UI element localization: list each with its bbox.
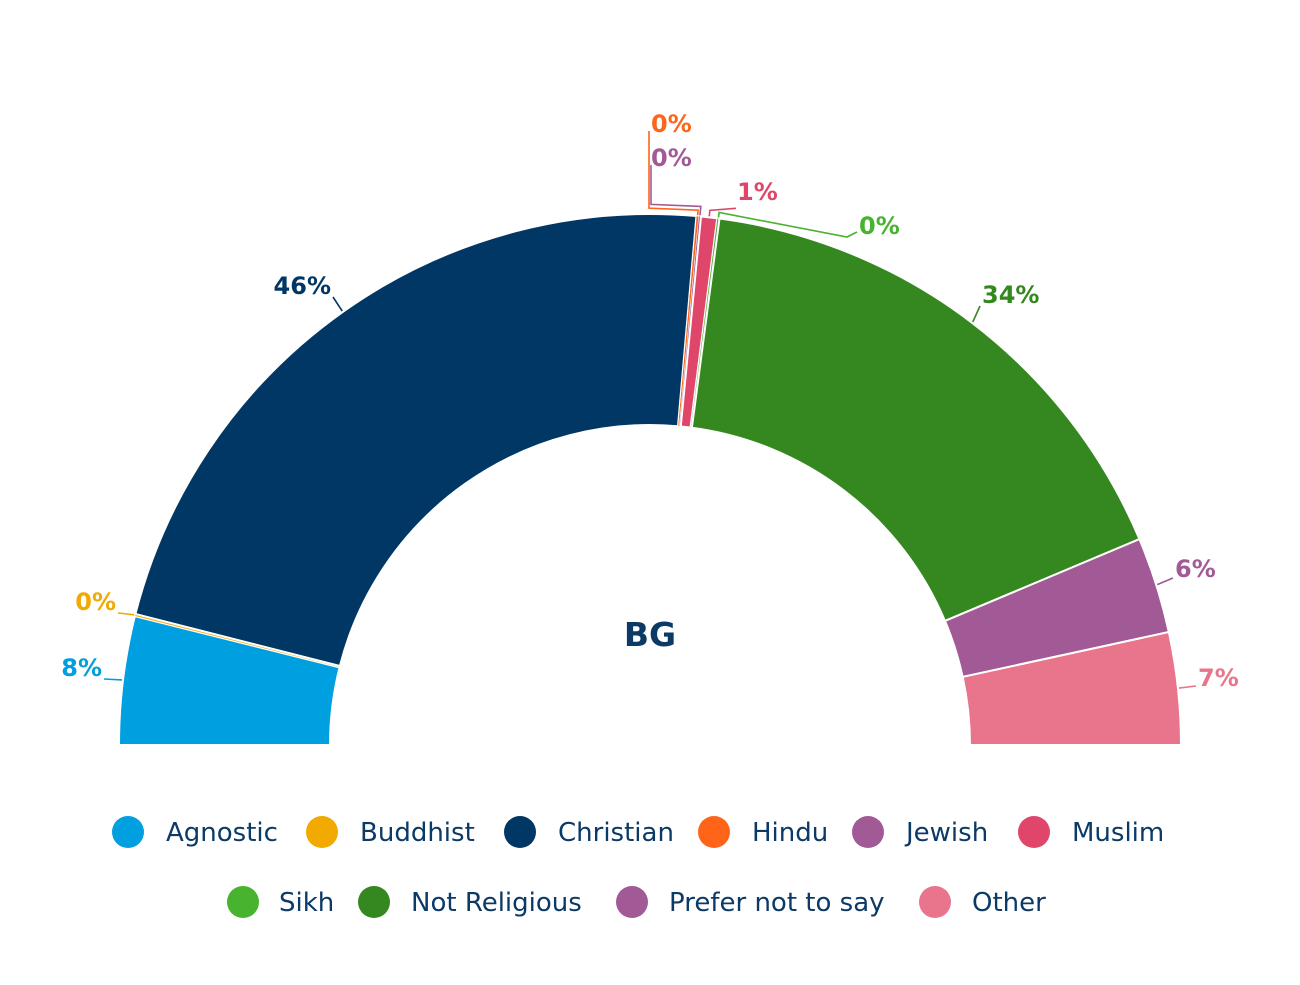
legend-label-christian: Christian (558, 818, 674, 848)
legend-item-not-religious[interactable]: Not Religious (358, 886, 582, 918)
leader-line-sikh (717, 211, 858, 238)
legend-label-prefer-not-to-say: Prefer not to say (669, 888, 885, 918)
data-label-jewish: 0% (651, 144, 692, 172)
leader-line-jewish (650, 165, 702, 216)
legend-swatch-muslim (1018, 816, 1050, 848)
legend-swatch-not-religious (358, 886, 390, 918)
legend-swatch-christian (504, 816, 536, 848)
leader-line-buddhist (117, 612, 135, 616)
data-label-other: 7% (1198, 664, 1239, 692)
legend-item-buddhist[interactable]: Buddhist (306, 816, 475, 848)
legend-label-jewish: Jewish (904, 818, 988, 848)
legend-swatch-buddhist (306, 816, 338, 848)
data-label-muslim: 1% (737, 178, 778, 206)
legend-item-jewish[interactable]: Jewish (852, 816, 988, 848)
data-label-not-religious: 34% (982, 281, 1039, 309)
legend-item-muslim[interactable]: Muslim (1018, 816, 1164, 848)
legend-label-hindu: Hindu (752, 818, 828, 848)
legend-item-christian[interactable]: Christian (504, 816, 674, 848)
leader-line-not-religious (972, 305, 981, 323)
legend-label-muslim: Muslim (1072, 818, 1164, 848)
data-label-sikh: 0% (859, 212, 900, 240)
data-label-buddhist: 0% (75, 588, 116, 616)
legend-swatch-sikh (227, 886, 259, 918)
legend-item-prefer-not-to-say[interactable]: Prefer not to say (616, 886, 885, 918)
leader-line-hindu (648, 131, 699, 216)
chart-title: BG (624, 615, 676, 654)
leader-line-other (1178, 685, 1197, 689)
data-label-prefer-not-to-say: 6% (1175, 555, 1216, 583)
leader-line-agnostic (103, 678, 123, 681)
legend-label-sikh: Sikh (279, 888, 334, 918)
slice-christian[interactable] (134, 213, 698, 668)
legend-swatch-other (919, 886, 951, 918)
legend-label-not-religious: Not Religious (411, 888, 582, 918)
legend-label-buddhist: Buddhist (360, 818, 475, 848)
data-label-agnostic: 8% (61, 654, 102, 682)
leader-line-muslim (708, 207, 737, 217)
data-label-hindu: 0% (651, 110, 692, 138)
leader-line-christian (332, 296, 343, 312)
data-label-christian: 46% (274, 272, 331, 300)
legend-swatch-agnostic (112, 816, 144, 848)
slice-other[interactable] (961, 630, 1183, 746)
legend-item-hindu[interactable]: Hindu (698, 816, 828, 848)
legend-item-agnostic[interactable]: Agnostic (112, 816, 278, 848)
legend-label-agnostic: Agnostic (166, 818, 278, 848)
leader-line-prefer-not-to-say (1156, 577, 1174, 586)
slice-not-religious[interactable] (690, 217, 1141, 623)
legend-item-sikh[interactable]: Sikh (227, 886, 334, 918)
legend-label-other: Other (972, 888, 1046, 918)
legend-swatch-hindu (698, 816, 730, 848)
legend-item-other[interactable]: Other (919, 886, 1046, 918)
legend-swatch-prefer-not-to-say (616, 886, 648, 918)
legend-swatch-jewish (852, 816, 884, 848)
